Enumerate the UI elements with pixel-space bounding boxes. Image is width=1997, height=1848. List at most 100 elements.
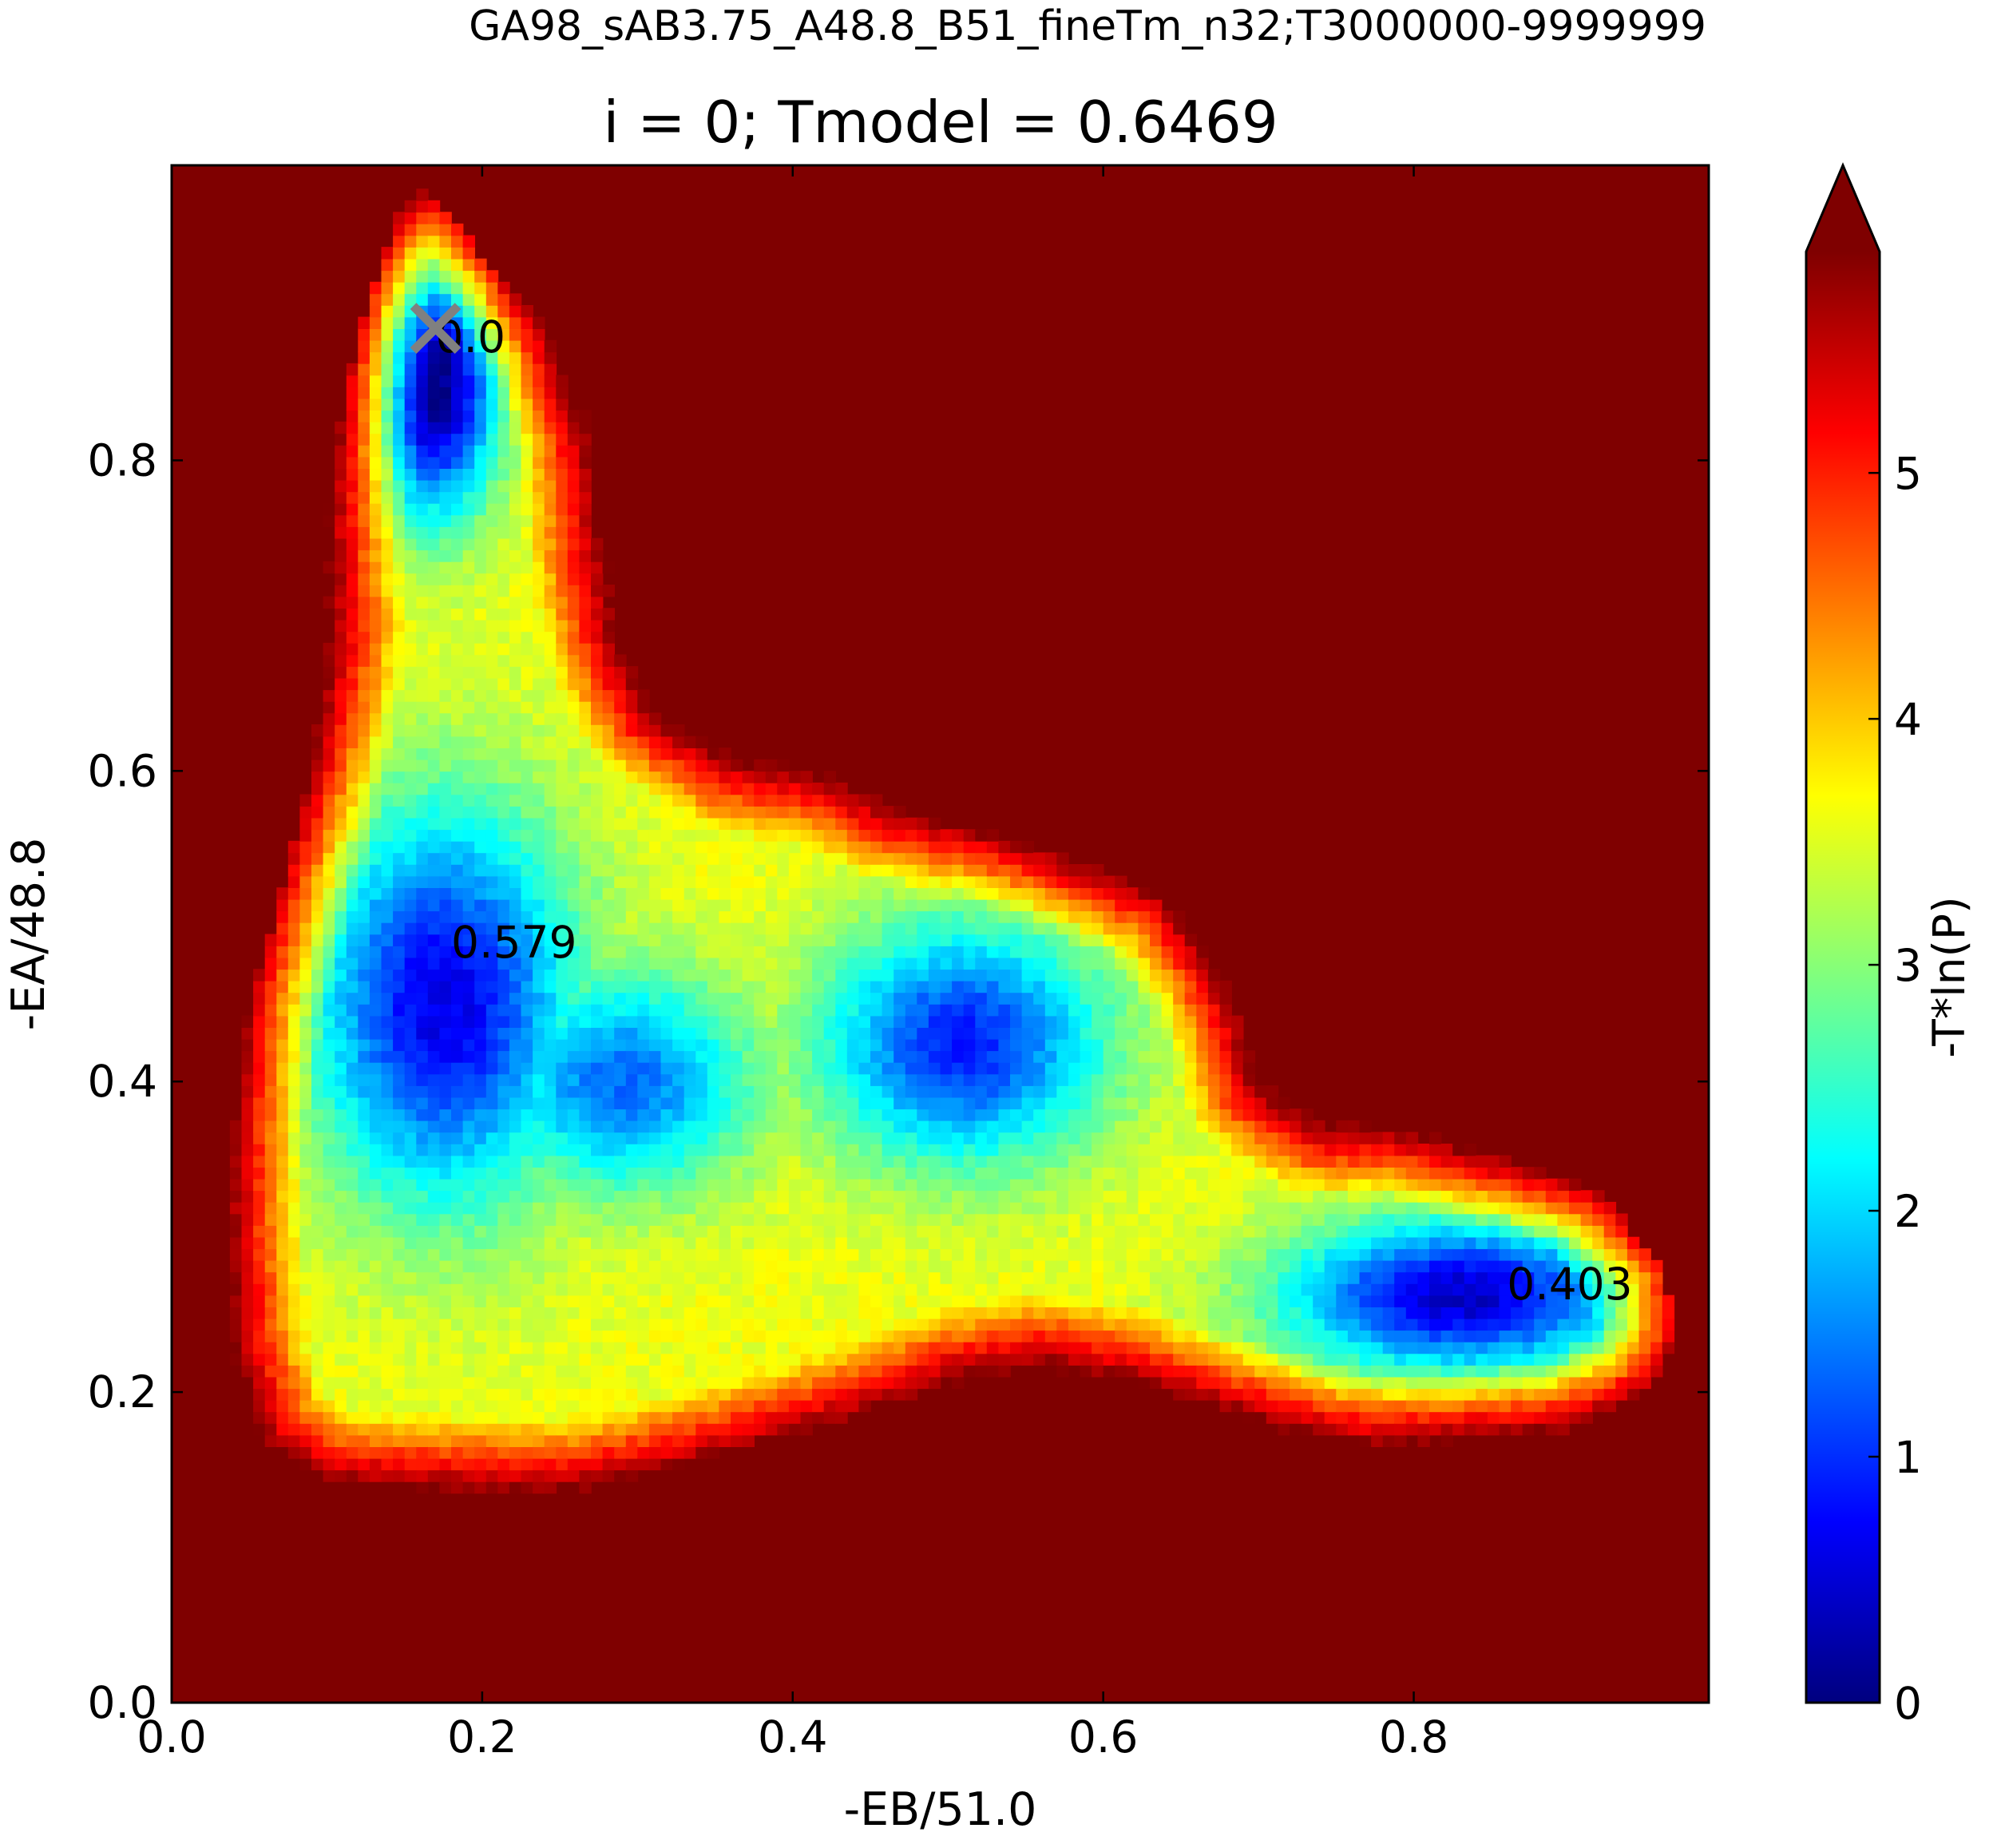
- heatmap-cell: [847, 1307, 859, 1319]
- heatmap-cell: [964, 864, 976, 876]
- heatmap-cell: [347, 538, 359, 550]
- heatmap-cell: [370, 1435, 382, 1447]
- heatmap-cell: [964, 1319, 976, 1330]
- heatmap-cell: [370, 783, 382, 795]
- heatmap-cell: [335, 992, 347, 1004]
- heatmap-cell: [347, 620, 359, 632]
- heatmap-cell: [637, 1400, 649, 1412]
- heatmap-cell: [382, 1144, 394, 1156]
- heatmap-cell: [789, 1190, 801, 1202]
- heatmap-cell: [987, 829, 999, 841]
- heatmap-cell: [370, 934, 382, 946]
- heatmap-cell: [299, 806, 311, 818]
- heatmap-cell: [893, 1120, 905, 1132]
- heatmap-cell: [451, 399, 463, 410]
- heatmap-cell: [393, 1214, 405, 1226]
- heatmap-cell: [533, 515, 545, 527]
- heatmap-cell: [509, 293, 521, 305]
- heatmap-cell: [416, 678, 428, 690]
- heatmap-cell: [335, 538, 347, 550]
- heatmap-cell: [603, 771, 615, 783]
- heatmap-cell: [393, 795, 405, 807]
- heatmap-cell: [405, 317, 417, 329]
- heatmap-cell: [556, 387, 568, 399]
- heatmap-cell: [521, 1400, 533, 1412]
- heatmap-cell: [545, 981, 557, 993]
- heatmap-cell: [428, 1132, 440, 1144]
- heatmap-cell: [486, 841, 498, 853]
- heatmap-cell: [766, 1377, 778, 1389]
- heatmap-cell: [743, 1074, 755, 1086]
- heatmap-cell: [858, 958, 870, 970]
- heatmap-cell: [533, 1225, 545, 1237]
- heatmap-cell: [603, 1132, 615, 1144]
- heatmap-cell: [497, 864, 509, 876]
- heatmap-cell: [370, 491, 382, 503]
- heatmap-cell: [416, 1481, 428, 1493]
- heatmap-cell: [474, 992, 486, 1004]
- heatmap-cell: [521, 1446, 533, 1458]
- heatmap-cell: [370, 573, 382, 585]
- heatmap-cell: [474, 1435, 486, 1447]
- heatmap-cell: [568, 1307, 580, 1319]
- heatmap-cell: [358, 585, 370, 597]
- heatmap-cell: [265, 1039, 277, 1051]
- heatmap-cell: [1056, 899, 1068, 911]
- heatmap-cell: [870, 852, 882, 864]
- heatmap-cell: [801, 1307, 813, 1319]
- heatmap-cell: [393, 1295, 405, 1307]
- heatmap-cell: [743, 783, 755, 795]
- heatmap-cell: [824, 1156, 836, 1168]
- heatmap-cell: [1056, 1108, 1068, 1120]
- heatmap-cell: [987, 958, 999, 970]
- heatmap-cell: [288, 1016, 300, 1028]
- heatmap-cell: [323, 1388, 335, 1400]
- heatmap-cell: [486, 503, 498, 515]
- heatmap-cell: [893, 1039, 905, 1051]
- heatmap-cell: [405, 620, 417, 632]
- heatmap-cell: [929, 1167, 941, 1179]
- heatmap-cell: [382, 771, 394, 783]
- heatmap-cell: [428, 1179, 440, 1191]
- heatmap-cell: [393, 538, 405, 550]
- heatmap-cell: [789, 818, 801, 830]
- heatmap-cell: [497, 491, 509, 503]
- heatmap-cell: [253, 1144, 265, 1156]
- heatmap-cell: [661, 1271, 673, 1283]
- heatmap-cell: [591, 899, 603, 911]
- heatmap-cell: [556, 608, 568, 620]
- heatmap-cell: [545, 701, 557, 713]
- heatmap-cell: [835, 887, 847, 899]
- heatmap-cell: [952, 1132, 964, 1144]
- heatmap-cell: [929, 1190, 941, 1202]
- heatmap-cell: [497, 1214, 509, 1226]
- heatmap-cell: [835, 864, 847, 876]
- heatmap-cell: [591, 585, 603, 597]
- heatmap-cell: [707, 1214, 719, 1226]
- heatmap-cell: [311, 852, 323, 864]
- heatmap-cell: [987, 1004, 999, 1016]
- heatmap-cell: [870, 1039, 882, 1051]
- heatmap-cell: [428, 620, 440, 632]
- heatmap-cell: [265, 992, 277, 1004]
- heatmap-cell: [719, 864, 731, 876]
- heatmap-cell: [276, 1295, 288, 1307]
- heatmap-cell: [1045, 1354, 1057, 1366]
- heatmap-cell: [347, 1307, 359, 1319]
- heatmap-cell: [545, 783, 557, 795]
- heatmap-cell: [964, 1016, 976, 1028]
- heatmap-cell: [311, 910, 323, 922]
- heatmap-cell: [556, 1237, 568, 1249]
- heatmap-cell: [265, 1435, 277, 1447]
- heatmap-cell: [801, 1342, 813, 1354]
- heatmap-cell: [509, 526, 521, 538]
- heatmap-cell: [347, 852, 359, 864]
- heatmap-cell: [509, 876, 521, 888]
- heatmap-cell: [509, 1144, 521, 1156]
- heatmap-cell: [870, 1319, 882, 1330]
- heatmap-cell: [975, 981, 987, 993]
- heatmap-cell: [812, 1120, 824, 1132]
- heatmap-cell: [428, 829, 440, 841]
- heatmap-cell: [370, 317, 382, 329]
- heatmap-cell: [428, 1214, 440, 1226]
